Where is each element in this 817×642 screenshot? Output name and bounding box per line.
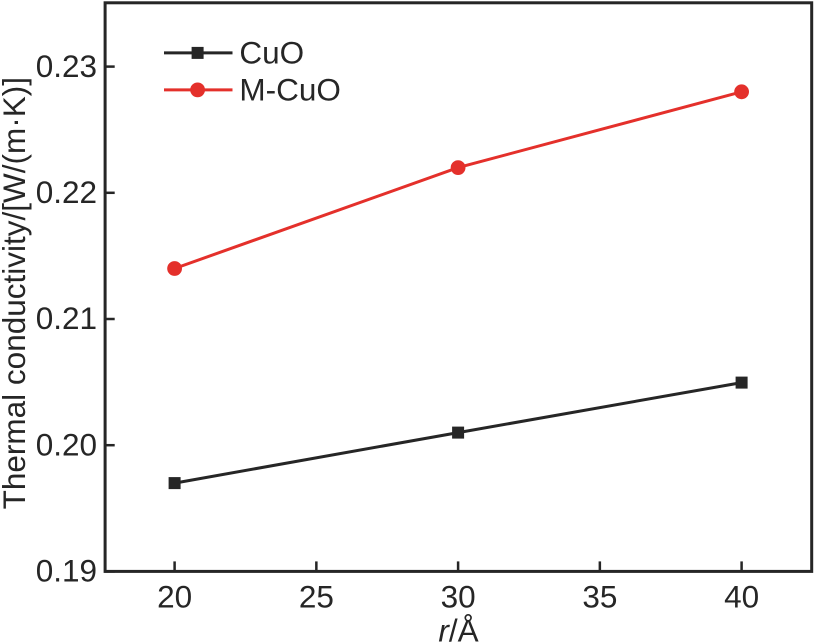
svg-text:r/Å: r/Å [438, 613, 478, 642]
svg-text:35: 35 [582, 578, 617, 614]
svg-text:0.21: 0.21 [36, 300, 97, 336]
svg-text:0.19: 0.19 [36, 553, 97, 589]
svg-text:0.23: 0.23 [36, 48, 97, 84]
svg-text:0.20: 0.20 [36, 426, 97, 462]
svg-text:20: 20 [157, 578, 192, 614]
svg-text:CuO: CuO [239, 35, 304, 71]
svg-text:25: 25 [299, 578, 334, 614]
svg-text:40: 40 [724, 578, 759, 614]
svg-text:30: 30 [441, 578, 476, 614]
svg-text:Thermal conductivity/[W/(m·K)]: Thermal conductivity/[W/(m·K)] [0, 77, 32, 509]
svg-text:M-CuO: M-CuO [239, 72, 341, 108]
svg-text:0.22: 0.22 [36, 174, 97, 210]
